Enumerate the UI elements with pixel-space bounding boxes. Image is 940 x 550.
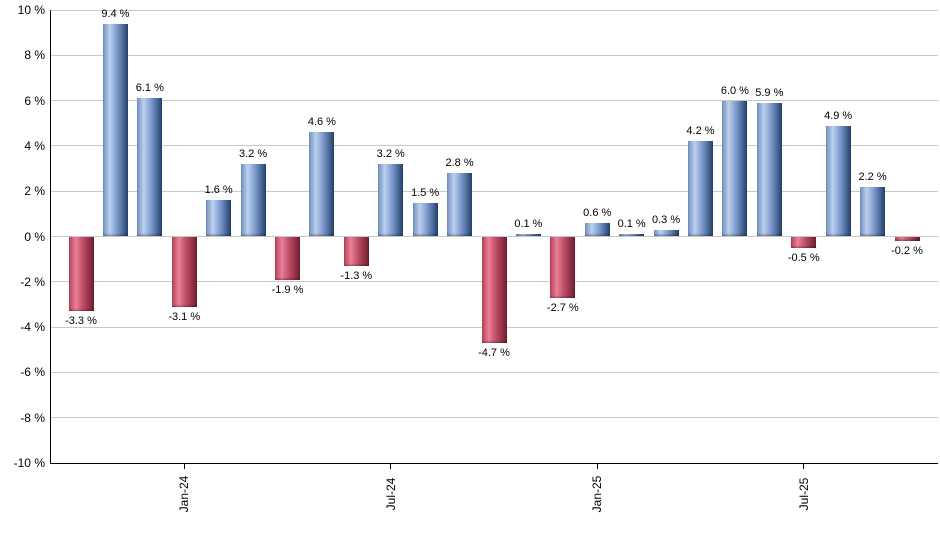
y-axis-tick-label: 8 %: [24, 48, 45, 63]
bar-value-label: 0.3 %: [652, 213, 681, 226]
bar-positive: [378, 164, 404, 237]
bar-value-label: 6.0 %: [720, 84, 749, 97]
gridline: [50, 417, 938, 419]
bar-negative: [481, 236, 507, 343]
bar-positive: [447, 173, 473, 237]
bar-positive: [137, 98, 163, 237]
y-axis-tick-label: 0 %: [24, 229, 45, 244]
bar-value-label: 6.1 %: [135, 82, 164, 95]
gridline: [50, 100, 938, 102]
y-axis-tick-label: 6 %: [24, 93, 45, 108]
x-axis-tick-label: Jan-24: [177, 475, 192, 513]
bar-positive: [309, 132, 335, 237]
bar-positive: [756, 102, 782, 237]
bar-value-label: 3.2 %: [376, 148, 405, 161]
bar-value-label: 4.9 %: [824, 109, 853, 122]
bar-positive: [412, 202, 438, 237]
y-axis-tick-label: -10 %: [13, 456, 45, 470]
bar-value-label: 4.2 %: [686, 125, 715, 138]
bar-value-label: 4.6 %: [307, 116, 336, 129]
x-axis-tick-label: Jul-25: [796, 477, 811, 511]
bar-positive: [825, 125, 851, 237]
bar-positive: [619, 234, 645, 237]
x-axis-tick-mark: [390, 463, 392, 469]
bar-positive: [584, 222, 610, 237]
bar-value-label: -3.3 %: [65, 315, 97, 328]
bar-value-label: -4.7 %: [478, 346, 510, 359]
bar-positive: [102, 23, 128, 237]
bar-value-label: -3.1 %: [168, 310, 201, 323]
y-axis-tick-label: -6 %: [20, 365, 45, 380]
x-axis-tick-label: Jan-25: [590, 475, 605, 513]
bar-value-label: -0.2 %: [891, 245, 923, 258]
bar-positive: [860, 186, 886, 237]
bar-value-label: 2.2 %: [858, 170, 887, 183]
y-axis-tick-label: 4 %: [24, 138, 45, 153]
gridline: [50, 145, 938, 147]
gridline: [50, 190, 938, 192]
y-axis-tick-label: -8 %: [20, 410, 45, 425]
bar-value-label: 1.6 %: [204, 184, 233, 197]
gridline: [50, 9, 938, 11]
x-axis-tick-mark: [596, 463, 598, 469]
y-axis-tick-label: 10 %: [17, 3, 45, 17]
bar-value-label: -2.7 %: [546, 301, 579, 314]
bar-value-label: 1.5 %: [411, 186, 440, 199]
bar-value-label: 2.8 %: [445, 157, 474, 170]
x-axis-line: [49, 462, 938, 464]
bar-positive: [206, 200, 232, 237]
bar-negative: [343, 236, 369, 266]
bar-negative: [791, 236, 817, 248]
x-axis-tick-label: Jul-24: [383, 477, 398, 511]
bar-value-label: -1.9 %: [271, 283, 304, 296]
bar-value-label: 5.9 %: [755, 86, 784, 99]
bar-negative: [275, 236, 300, 280]
bar-positive: [722, 100, 748, 237]
bar-value-label: -0.5 %: [787, 251, 820, 264]
bar-positive: [653, 229, 679, 237]
bar-negative: [550, 236, 576, 298]
bar-value-label: 3.2 %: [239, 148, 268, 161]
bar-positive: [688, 141, 713, 237]
bar-value-label: 0.1 %: [514, 218, 543, 231]
gridline: [50, 54, 938, 56]
bar-value-label: 0.1 %: [617, 218, 646, 231]
bar-negative: [894, 236, 920, 242]
bar-positive: [240, 164, 266, 237]
bar-negative: [171, 236, 197, 307]
x-axis-tick-mark: [183, 463, 185, 469]
y-axis-tick-label: -2 %: [20, 274, 45, 289]
x-axis-tick-mark: [803, 463, 805, 469]
bar-value-label: 9.4 %: [101, 7, 130, 20]
gridline: [50, 371, 938, 373]
y-axis-line: [49, 10, 51, 463]
y-axis-tick-label: 2 %: [24, 184, 45, 199]
bar-negative: [68, 236, 94, 312]
bar-positive: [515, 234, 541, 237]
bar-value-label: -1.3 %: [340, 269, 373, 282]
y-axis-tick-label: -4 %: [20, 320, 45, 335]
bar-value-label: 0.6 %: [583, 206, 612, 219]
